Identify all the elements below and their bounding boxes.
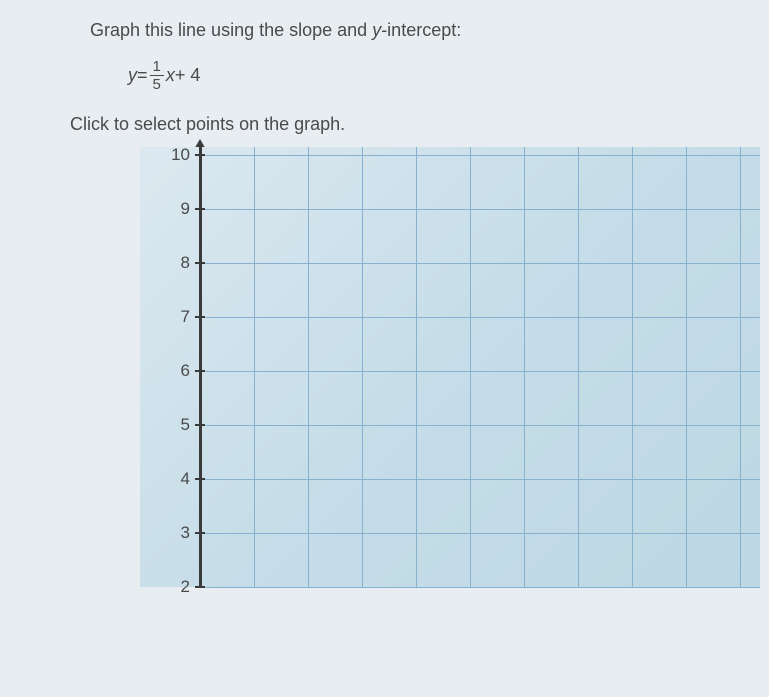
equation: y = 1 5 x + 4 (128, 59, 769, 92)
instruction-italic-y: y (372, 20, 381, 40)
y-tick-mark (195, 370, 205, 372)
y-axis-line (199, 147, 202, 587)
graph-grid[interactable]: 1098765432 (140, 147, 760, 587)
y-tick-label: 5 (160, 415, 190, 435)
grid-line-horizontal (200, 587, 760, 588)
grid-line-vertical (254, 147, 255, 587)
grid-line-horizontal (200, 209, 760, 210)
instruction-prefix: Graph this line using the slope and (90, 20, 372, 40)
grid-line-horizontal (200, 263, 760, 264)
grid-line-vertical (578, 147, 579, 587)
graph-container: y 1098765432 (140, 147, 769, 587)
grid-line-vertical (470, 147, 471, 587)
y-tick-label: 4 (160, 469, 190, 489)
fraction-numerator: 1 (150, 59, 164, 76)
y-tick-label: 10 (160, 145, 190, 165)
y-tick-mark (195, 424, 205, 426)
y-tick-label: 7 (160, 307, 190, 327)
sub-instruction-text: Click to select points on the graph. (70, 114, 769, 135)
y-tick-label: 6 (160, 361, 190, 381)
grid-line-horizontal (200, 479, 760, 480)
equation-lhs: y (128, 65, 137, 86)
equation-equals: = (137, 65, 148, 86)
y-tick-mark (195, 478, 205, 480)
grid-line-horizontal (200, 533, 760, 534)
grid-line-vertical (416, 147, 417, 587)
y-tick-mark (195, 586, 205, 588)
grid-line-vertical (740, 147, 741, 587)
y-tick-label: 2 (160, 577, 190, 597)
y-tick-label: 3 (160, 523, 190, 543)
equation-rhs-var: x (166, 65, 175, 86)
fraction-denominator: 5 (150, 76, 164, 92)
y-tick-mark (195, 208, 205, 210)
grid-line-vertical (524, 147, 525, 587)
y-tick-mark (195, 532, 205, 534)
grid-line-horizontal (200, 317, 760, 318)
grid-line-horizontal (200, 371, 760, 372)
equation-tail: + 4 (175, 65, 201, 86)
y-tick-mark (195, 154, 205, 156)
y-tick-label: 8 (160, 253, 190, 273)
grid-line-vertical (362, 147, 363, 587)
y-tick-label: 9 (160, 199, 190, 219)
y-tick-mark (195, 262, 205, 264)
instruction-text: Graph this line using the slope and y-in… (90, 20, 769, 41)
y-tick-mark (195, 316, 205, 318)
grid-line-vertical (308, 147, 309, 587)
equation-fraction: 1 5 (150, 59, 164, 92)
grid-line-vertical (686, 147, 687, 587)
grid-line-horizontal (200, 155, 760, 156)
grid-line-vertical (632, 147, 633, 587)
grid-line-horizontal (200, 425, 760, 426)
instruction-suffix: -intercept: (381, 20, 461, 40)
